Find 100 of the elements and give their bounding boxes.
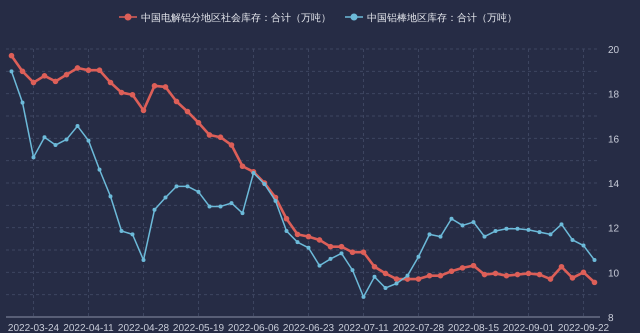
point <box>64 72 70 78</box>
legend-label: 中国铝棒地区库存：合计（万吨） <box>367 12 517 24</box>
y-tick-label: 20 <box>608 45 620 56</box>
point <box>460 265 466 271</box>
point <box>428 232 432 236</box>
point <box>526 228 530 232</box>
point <box>394 276 400 282</box>
point <box>548 276 554 282</box>
x-tick-label: 2022-07-11 <box>338 323 390 333</box>
point <box>328 256 332 261</box>
point <box>196 120 202 126</box>
point <box>372 274 376 279</box>
point <box>284 216 290 222</box>
point <box>514 272 520 278</box>
x-tick-label: 2022-09-01 <box>502 323 555 333</box>
point <box>536 272 542 278</box>
point <box>504 226 508 231</box>
point <box>350 268 354 272</box>
point <box>438 234 442 239</box>
point <box>174 184 178 188</box>
point <box>86 138 90 143</box>
legend-label: 中国电解铝分地区社会库存：合计（万吨） <box>141 12 331 24</box>
point <box>296 240 300 244</box>
point <box>130 232 134 236</box>
point <box>64 137 68 142</box>
point <box>8 52 14 58</box>
point <box>54 143 58 148</box>
point <box>218 204 222 208</box>
point <box>416 254 420 259</box>
point <box>570 275 576 281</box>
point <box>340 251 344 256</box>
point <box>186 184 190 188</box>
point <box>394 282 398 286</box>
point <box>362 294 366 299</box>
point <box>580 270 586 276</box>
point <box>118 90 124 96</box>
point <box>174 98 180 104</box>
point <box>240 163 246 170</box>
point <box>108 80 114 86</box>
point <box>448 268 454 274</box>
point <box>274 198 278 203</box>
x-tick-label: 2022-05-19 <box>172 323 225 333</box>
point <box>228 142 234 148</box>
point <box>450 216 454 221</box>
point <box>416 276 422 282</box>
y-tick-label: 16 <box>608 134 620 146</box>
point <box>372 264 378 270</box>
point <box>384 286 388 290</box>
point <box>76 124 80 128</box>
point <box>130 92 136 98</box>
y-tick-label: 12 <box>608 224 620 235</box>
point <box>558 264 564 270</box>
point <box>152 83 158 89</box>
point <box>206 132 212 138</box>
point <box>406 274 410 278</box>
x-tick-label: 2022-08-15 <box>448 323 500 333</box>
point <box>30 80 36 86</box>
x-tick-label: 2022-04-11 <box>63 323 114 333</box>
y-tick-label: 10 <box>608 268 620 280</box>
point <box>582 244 586 248</box>
point <box>164 196 168 200</box>
x-tick-label: 2022-09-22 <box>558 323 610 333</box>
point <box>20 68 26 74</box>
point <box>548 232 552 236</box>
point <box>108 194 112 198</box>
x-tick-label: 2022-06-23 <box>282 323 335 333</box>
point <box>52 78 58 84</box>
point <box>560 222 564 226</box>
point <box>482 234 486 239</box>
point <box>120 229 124 234</box>
point <box>20 100 24 105</box>
point <box>140 108 146 114</box>
point <box>184 108 190 114</box>
x-tick-label: 2022-06-06 <box>228 323 280 333</box>
point <box>328 244 334 250</box>
point <box>74 65 80 71</box>
y-tick-label: 8 <box>608 313 614 324</box>
point <box>592 258 596 262</box>
point <box>438 272 444 278</box>
point <box>482 272 488 278</box>
point <box>492 270 498 276</box>
point <box>218 134 224 140</box>
point <box>460 223 464 228</box>
point <box>494 229 498 234</box>
point <box>152 208 156 212</box>
point <box>470 262 476 268</box>
point <box>42 73 48 79</box>
point <box>86 67 92 74</box>
point <box>360 249 366 256</box>
point <box>294 232 300 238</box>
point <box>162 84 168 90</box>
x-tick-label: 2022-04-28 <box>118 323 170 333</box>
y-tick-label: 14 <box>608 179 620 190</box>
point <box>284 229 288 234</box>
point <box>318 264 322 268</box>
point <box>382 270 388 276</box>
point <box>592 280 598 286</box>
point <box>142 258 146 262</box>
point <box>570 238 574 242</box>
point <box>504 272 510 278</box>
